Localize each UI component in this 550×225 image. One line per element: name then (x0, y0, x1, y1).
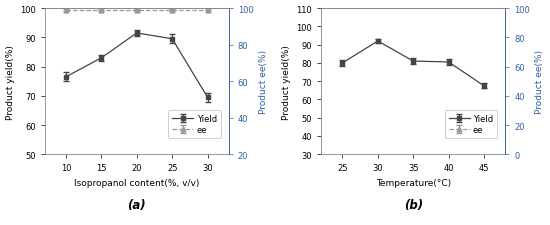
Legend: Yield, ee: Yield, ee (168, 110, 221, 139)
Text: (a): (a) (128, 198, 146, 211)
Y-axis label: Product ee(%): Product ee(%) (259, 50, 268, 114)
X-axis label: Isopropanol content(%, v/v): Isopropanol content(%, v/v) (74, 178, 200, 187)
X-axis label: Temperature(°C): Temperature(°C) (376, 178, 451, 187)
Y-axis label: Product yield(%): Product yield(%) (282, 45, 291, 119)
Text: (b): (b) (404, 198, 423, 211)
Legend: Yield, ee: Yield, ee (444, 110, 497, 139)
Y-axis label: Product ee(%): Product ee(%) (536, 50, 544, 114)
Y-axis label: Product yield(%): Product yield(%) (6, 45, 14, 119)
